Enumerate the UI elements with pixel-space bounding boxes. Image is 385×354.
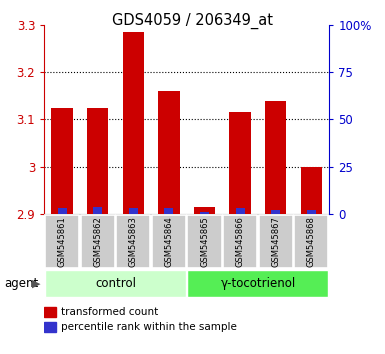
Bar — [93, 207, 102, 214]
Bar — [164, 209, 173, 214]
Text: GSM545867: GSM545867 — [271, 216, 280, 267]
Text: GSM545868: GSM545868 — [307, 216, 316, 267]
Text: GSM545862: GSM545862 — [93, 216, 102, 267]
Text: transformed count: transformed count — [61, 307, 159, 317]
Bar — [152, 215, 186, 268]
Bar — [187, 270, 328, 297]
Bar — [158, 91, 179, 214]
Bar — [44, 307, 56, 316]
Bar — [301, 167, 322, 214]
Bar — [187, 215, 222, 268]
Bar — [45, 215, 79, 268]
Bar — [116, 215, 151, 268]
Bar — [236, 209, 244, 214]
Bar — [87, 108, 109, 214]
Bar — [294, 215, 328, 268]
Bar — [265, 101, 286, 214]
Bar — [51, 108, 73, 214]
Bar — [223, 215, 257, 268]
Text: GSM545861: GSM545861 — [58, 216, 67, 267]
Text: percentile rank within the sample: percentile rank within the sample — [61, 322, 237, 332]
Text: control: control — [95, 277, 136, 290]
Text: GSM545863: GSM545863 — [129, 216, 138, 267]
Bar — [200, 212, 209, 214]
Bar — [80, 215, 115, 268]
Text: agent: agent — [4, 277, 38, 290]
Bar — [229, 112, 251, 214]
Bar — [58, 209, 67, 214]
Bar — [122, 32, 144, 214]
Bar — [45, 270, 186, 297]
Bar — [307, 210, 316, 214]
Bar — [259, 215, 293, 268]
Text: γ-tocotrienol: γ-tocotrienol — [220, 277, 296, 290]
Bar — [44, 322, 56, 332]
Text: GSM545865: GSM545865 — [200, 216, 209, 267]
Bar — [271, 210, 280, 214]
Bar — [129, 209, 138, 214]
Bar — [194, 207, 215, 214]
Text: GDS4059 / 206349_at: GDS4059 / 206349_at — [112, 12, 273, 29]
Text: GSM545864: GSM545864 — [164, 216, 173, 267]
Text: GSM545866: GSM545866 — [236, 216, 244, 267]
Text: ▶: ▶ — [32, 279, 40, 289]
